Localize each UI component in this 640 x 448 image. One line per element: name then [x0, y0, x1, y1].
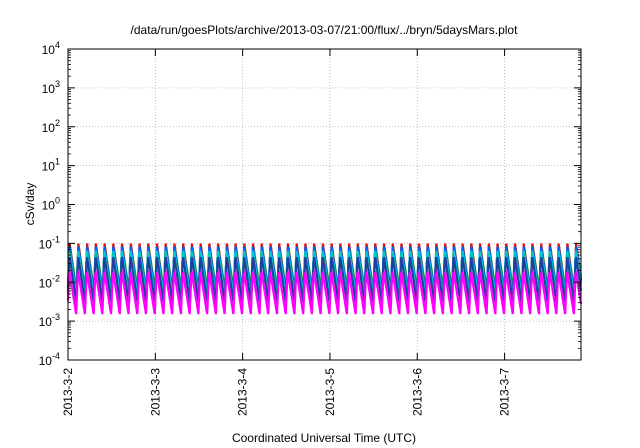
y-tick-label: 101	[42, 157, 60, 174]
chart-title: /data/run/goesPlots/archive/2013-03-07/2…	[131, 23, 519, 37]
y-tick-labels: 10-4 10-3 10-2 10-1 100 101 102 103 104	[39, 40, 60, 368]
series-group	[66, 243, 583, 315]
x-tick-labels: 2013-3-2 2013-3-3 2013-3-4 2013-3-5 2013-3-6…	[61, 368, 512, 416]
x-tick-label: 2013-3-4	[236, 368, 250, 416]
y-tick-label: 100	[42, 196, 60, 213]
y-tick-label: 10-2	[39, 273, 60, 290]
x-axis-label: Coordinated Universal Time (UTC)	[232, 431, 416, 445]
grid	[68, 49, 581, 360]
x-tick-label: 2013-3-3	[148, 368, 162, 416]
ticks	[67, 48, 581, 361]
x-tick-label: 2013-3-5	[323, 368, 337, 416]
x-tick-label: 2013-3-6	[410, 368, 424, 416]
y-tick-label: 10-1	[39, 234, 60, 251]
y-tick-label: 104	[42, 40, 60, 57]
y-tick-label: 10-4	[39, 351, 60, 368]
x-tick-label: 2013-3-7	[498, 368, 512, 416]
x-tick-label: 2013-3-2	[61, 368, 75, 416]
y-tick-label: 10-3	[39, 312, 60, 329]
series-line	[66, 270, 583, 315]
y-tick-label: 103	[42, 79, 60, 96]
y-axis-label: cSv/day	[23, 183, 37, 226]
y-tick-label: 102	[42, 118, 60, 135]
